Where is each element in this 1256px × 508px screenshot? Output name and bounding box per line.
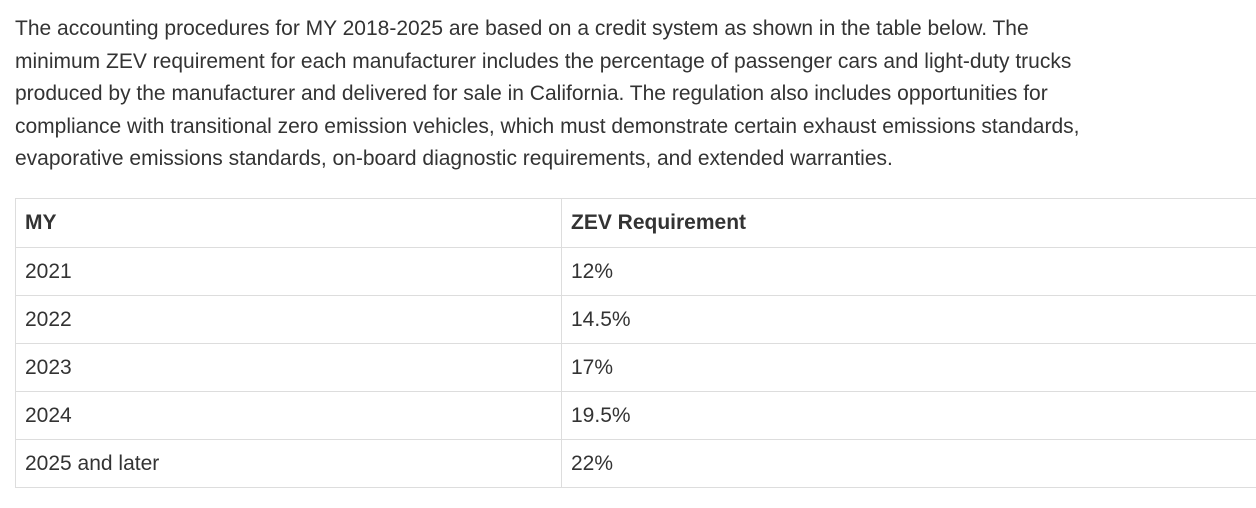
intro-line-2: minimum ZEV requirement for each manufac… (15, 49, 1072, 73)
cell-my: 2023 (15, 343, 562, 392)
cell-my: 2024 (15, 391, 562, 440)
intro-paragraph: The accounting procedures for MY 2018-20… (15, 13, 1256, 176)
intro-line-4: compliance with transitional zero emissi… (15, 114, 1080, 138)
table-row: 2025 and later 22% (15, 439, 1256, 488)
cell-zev-requirement: 22% (561, 439, 1256, 488)
header-zev-requirement: ZEV Requirement (561, 198, 1256, 248)
zev-requirement-table: MY ZEV Requirement 2021 12% 2022 14.5% 2… (15, 198, 1256, 488)
intro-line-5: evaporative emissions standards, on-boar… (15, 147, 893, 170)
cell-zev-requirement: 19.5% (561, 391, 1256, 440)
intro-line-1: The accounting procedures for MY 2018-20… (15, 17, 1029, 40)
table-row: 2022 14.5% (15, 295, 1256, 344)
cell-zev-requirement: 12% (561, 247, 1256, 296)
cell-my: 2022 (15, 295, 562, 344)
intro-line-3: produced by the manufacturer and deliver… (15, 82, 1048, 105)
cell-zev-requirement: 14.5% (561, 295, 1256, 344)
table-row: 2021 12% (15, 247, 1256, 296)
zev-requirement-table-wrapper: MY ZEV Requirement 2021 12% 2022 14.5% 2… (15, 198, 1256, 488)
cell-zev-requirement: 17% (561, 343, 1256, 392)
header-my: MY (15, 198, 562, 248)
table-header-row: MY ZEV Requirement (15, 198, 1256, 248)
cell-my: 2025 and later (15, 439, 562, 488)
cell-my: 2021 (15, 247, 562, 296)
table-row: 2023 17% (15, 343, 1256, 392)
table-row: 2024 19.5% (15, 391, 1256, 440)
